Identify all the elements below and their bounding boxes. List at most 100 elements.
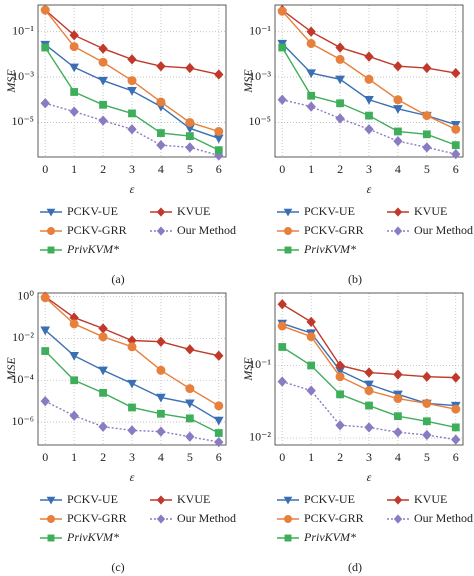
panel: 0 1 2 3 4 5 6 10⁻¹ 10⁻³ 10⁻⁵ ε MSE PCKV-UE KVUE PCKV-G… <box>241 4 473 286</box>
marker <box>283 208 293 217</box>
marker <box>335 372 345 382</box>
panel: 0 1 2 3 4 5 6 10⁻¹ 10⁻³ 10⁻⁵ ε MSE PCKV-UE KVUE PCKV-G… <box>4 4 236 286</box>
x-tick-label: 3 <box>129 450 135 464</box>
marker <box>70 376 79 385</box>
y-tick-label: 10⁰ <box>17 288 34 302</box>
legend-entry: KVUE <box>387 492 447 506</box>
plot-frame <box>274 4 464 158</box>
marker <box>98 76 108 86</box>
y-tick-label: 10⁻¹ <box>12 23 34 37</box>
legend-entry: Our Method <box>387 223 473 237</box>
marker <box>46 208 56 217</box>
marker <box>451 434 461 445</box>
marker <box>277 299 287 310</box>
x-tick-label: 5 <box>187 450 193 464</box>
legend-label: PCKV-UE <box>67 204 118 218</box>
legend-label: PCKV-UE <box>304 204 355 218</box>
x-tick-label: 5 <box>187 162 193 176</box>
marker <box>127 342 137 352</box>
marker <box>365 401 373 410</box>
legend-label: Our Method <box>177 511 236 525</box>
marker <box>284 534 292 542</box>
marker <box>277 94 287 105</box>
plot-frame <box>37 292 227 446</box>
marker <box>335 420 345 431</box>
legend-entry: Our Method <box>387 511 473 525</box>
marker <box>393 427 403 438</box>
marker <box>156 226 166 236</box>
x-tick-label: 4 <box>395 450 401 464</box>
marker <box>156 426 166 437</box>
x-axis-label: ε <box>367 470 372 484</box>
marker <box>156 207 166 217</box>
marker <box>47 534 55 542</box>
marker <box>278 43 287 52</box>
marker <box>451 67 461 79</box>
marker <box>451 149 461 160</box>
marker <box>393 495 403 505</box>
y-tick-label: 10⁻⁵ <box>11 114 34 128</box>
marker <box>156 495 166 505</box>
marker <box>69 63 80 73</box>
marker <box>306 69 317 79</box>
marker <box>306 385 316 396</box>
marker <box>422 111 432 121</box>
y-tick-label: 10⁻⁵ <box>248 114 271 128</box>
marker <box>214 436 224 448</box>
y-tick-label: 10⁻⁴ <box>11 372 34 386</box>
legend-entry: PCKV-GRR <box>40 223 127 237</box>
marker <box>69 42 79 52</box>
legend-label: KVUE <box>414 204 447 218</box>
marker <box>422 130 431 139</box>
marker <box>277 6 287 16</box>
x-tick-label: 4 <box>395 162 401 176</box>
marker <box>185 142 195 153</box>
marker <box>335 360 345 371</box>
x-tick-label: 2 <box>100 162 106 176</box>
marker <box>98 57 108 67</box>
marker <box>98 43 108 54</box>
panel-label: (d) <box>348 560 362 574</box>
marker <box>214 350 224 361</box>
legend-entry: PCKV-GRR <box>277 223 364 237</box>
marker <box>422 398 432 408</box>
marker <box>307 361 316 370</box>
marker <box>451 404 461 414</box>
x-tick-label: 6 <box>216 162 222 176</box>
marker <box>213 416 224 426</box>
x-axis-label: ε <box>130 470 135 484</box>
marker <box>185 117 195 127</box>
plot-frame <box>274 292 464 446</box>
marker <box>394 412 402 421</box>
marker <box>156 365 166 375</box>
legend-label: Our Method <box>177 223 236 237</box>
marker <box>336 99 344 108</box>
legend-entry: PrivKVM* <box>40 242 119 256</box>
y-axis-label: MSE <box>4 69 18 94</box>
marker <box>127 87 137 96</box>
marker <box>47 246 55 254</box>
marker <box>128 403 136 412</box>
y-tick-label: 10⁻² <box>12 330 34 344</box>
marker <box>393 394 403 404</box>
x-tick-label: 6 <box>453 450 459 464</box>
marker <box>98 323 108 334</box>
marker <box>185 62 195 74</box>
legend-entry: PCKV-UE <box>40 204 118 218</box>
marker <box>365 111 373 120</box>
marker <box>335 42 345 53</box>
y-tick-label: 10⁻² <box>249 430 271 444</box>
marker <box>69 30 79 41</box>
legend-entry: PCKV-GRR <box>277 511 364 525</box>
marker <box>127 76 137 86</box>
marker <box>47 227 55 235</box>
marker <box>283 496 293 505</box>
y-axis-label: MSE <box>241 69 255 94</box>
marker <box>393 369 403 380</box>
legend-label: KVUE <box>177 204 210 218</box>
x-tick-label: 0 <box>279 162 285 176</box>
marker <box>422 62 432 74</box>
legend-entry: PrivKVM* <box>277 242 356 256</box>
legend-entry: PCKV-UE <box>40 492 118 506</box>
